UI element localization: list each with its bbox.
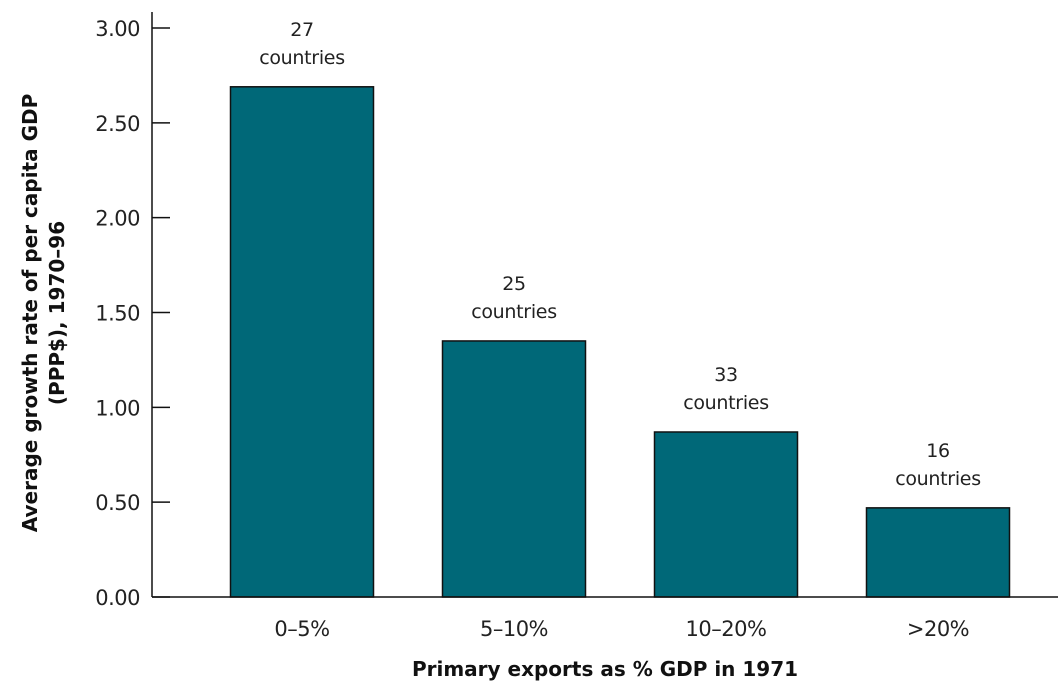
y-axis-title-line: Average growth rate of per capita GDP — [18, 94, 42, 533]
bar-unit-label: countries — [259, 47, 345, 69]
y-tick-label: 1.50 — [95, 302, 140, 326]
bar-count-label: 27 — [290, 19, 314, 41]
y-tick-label: 0.00 — [95, 586, 140, 610]
y-axis-title-line: (PPP$), 1970–96 — [45, 221, 69, 405]
x-axis-ticks: 0–5% 5–10% 10–20% >20% — [274, 617, 969, 641]
bar — [653, 431, 799, 598]
bar — [865, 507, 1011, 598]
x-tick-label: 5–10% — [480, 617, 548, 641]
bar-count-label: 33 — [714, 364, 738, 386]
x-tick-label: 0–5% — [274, 617, 329, 641]
bar-count-label: 16 — [926, 440, 950, 462]
bar-unit-label: countries — [471, 301, 557, 323]
y-tick-label: 3.00 — [95, 17, 140, 41]
y-tick-label: 0.50 — [95, 491, 140, 515]
bar-labels: 27 countries 25 countries 33 countries 16 count… — [259, 19, 981, 490]
y-tick-label: 2.50 — [95, 112, 140, 136]
bar-unit-label: countries — [683, 392, 769, 414]
bar — [229, 86, 375, 598]
x-axis-title: Primary exports as % GDP in 1971 — [412, 657, 798, 681]
bar-unit-label: countries — [895, 468, 981, 490]
y-axis-ticks: 0.00 0.50 1.00 1.50 2.00 2.50 3.00 — [95, 17, 170, 610]
bar — [441, 340, 587, 598]
bars — [229, 86, 1011, 598]
x-tick-label: >20% — [907, 617, 969, 641]
y-tick-label: 1.00 — [95, 396, 140, 420]
bar-count-label: 25 — [502, 273, 526, 295]
x-tick-label: 10–20% — [686, 617, 767, 641]
y-axis-title: Average growth rate of per capita GDP (PP… — [18, 94, 69, 533]
y-tick-label: 2.00 — [95, 207, 140, 231]
